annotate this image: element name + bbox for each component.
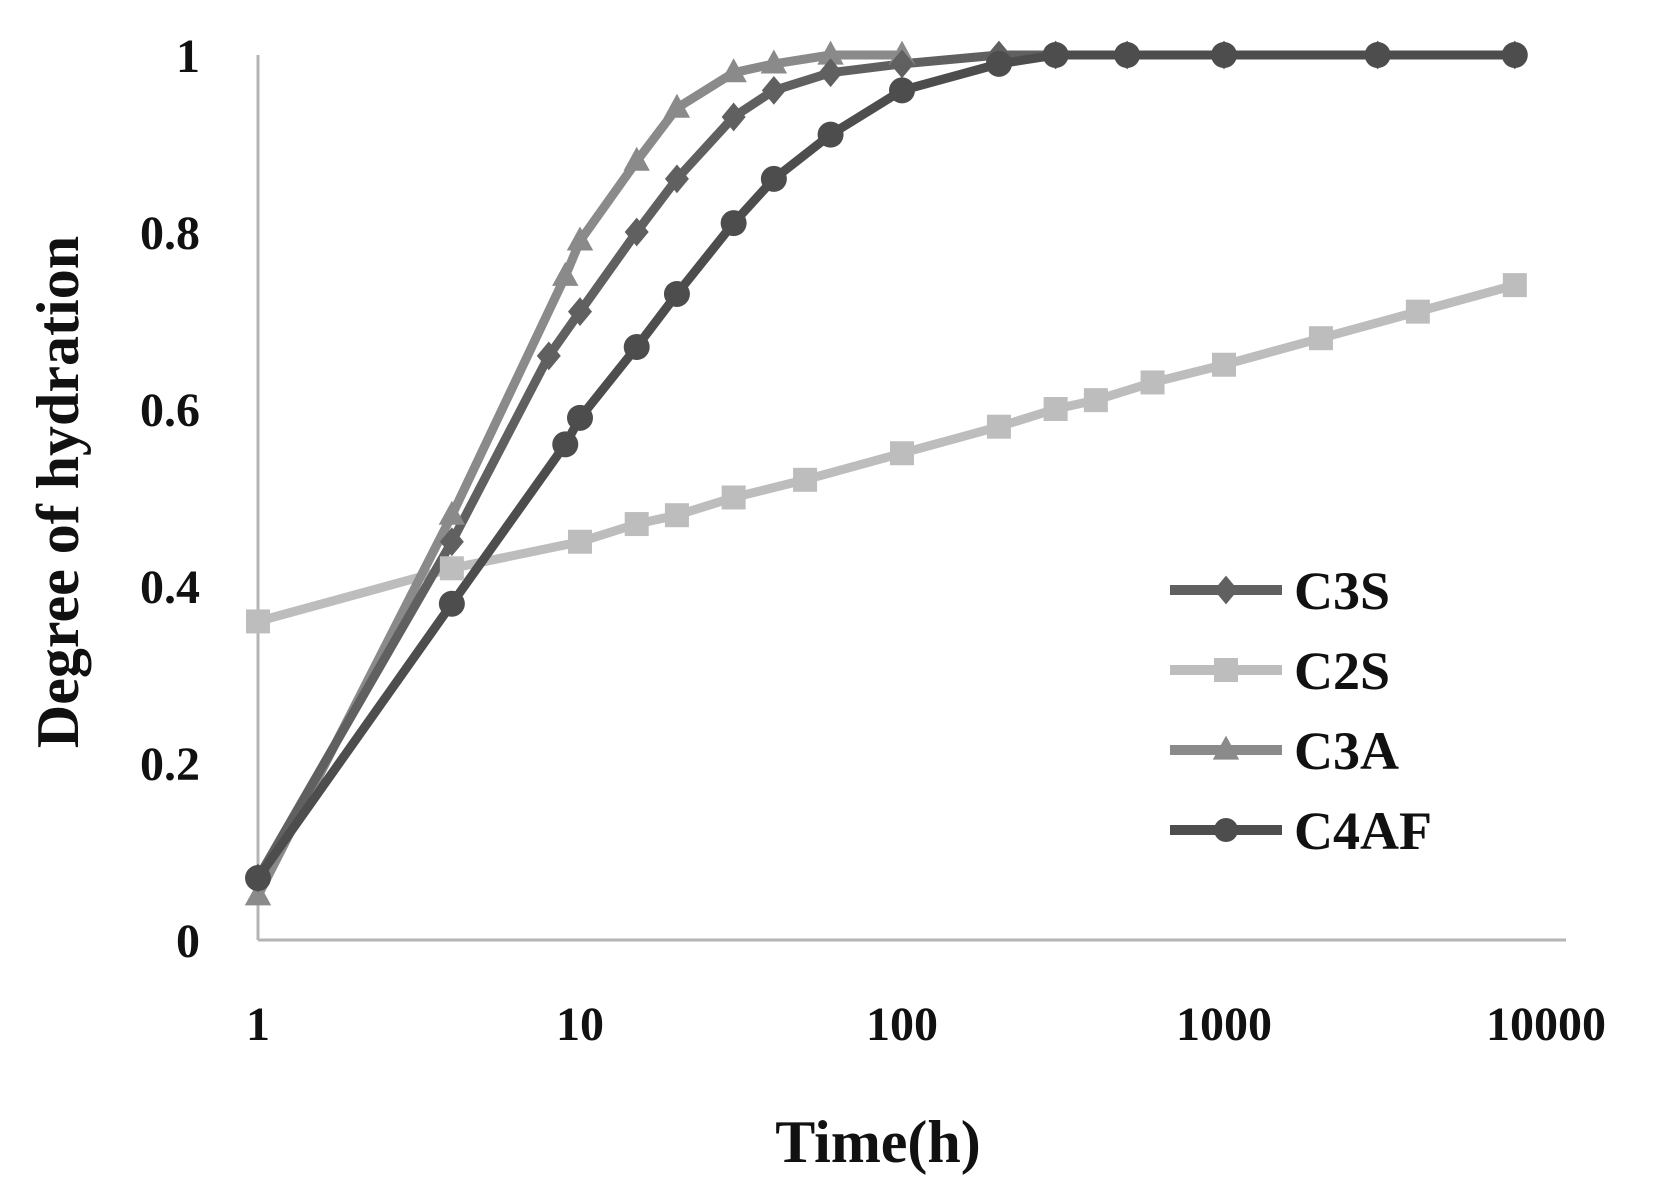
x-axis-title: Time(h) [775,1109,981,1175]
x-tick-label: 10000 [1486,998,1606,1051]
data-point-c4af [760,165,787,192]
series-line-c2s [253,280,1520,626]
data-point-c4af [985,50,1012,77]
data-point-c2s [1140,370,1165,395]
data-point-c2s [986,414,1011,439]
data-point-c3a [244,881,272,906]
y-axis-title: Degree of hydration [25,236,91,748]
data-point-c3a [438,500,466,525]
data-point-c4af [245,865,271,892]
x-tick-label: 1000 [1176,998,1272,1051]
data-point-c2s [664,503,689,528]
y-tick-label: 0.2 [140,738,200,791]
data-point-c4af [720,210,747,237]
legend: C3S C2S C3A C4AF [1170,561,1432,861]
series-line-c3a [253,50,907,901]
data-point-c3s [536,341,561,371]
data-point-c3a [760,49,788,74]
data-point-c4af [552,431,579,458]
data-point-c2s [1043,397,1068,421]
data-point-c3a [566,226,594,251]
y-tick-label: 1 [176,30,200,83]
data-point-c3s [664,164,689,194]
data-point-c4af [1114,42,1141,68]
axes [256,55,1566,942]
data-point-c2s [1308,326,1333,351]
x-tick-label: 1 [246,998,270,1051]
data-point-c2s [1212,352,1236,377]
data-point-c2s [721,485,746,510]
legend-label-c3s: C3S [1294,561,1390,621]
x-tick-label: 100 [866,998,938,1051]
data-point-c2s [246,609,270,634]
data-point-c2s [1083,388,1108,413]
series-lines [253,50,1520,901]
data-point-c2s [1502,273,1527,298]
data-point-c3a [623,146,650,171]
data-point-c4af [1211,42,1237,68]
x-tick-label: 10 [556,998,604,1051]
data-point-c3s [890,49,914,79]
y-tick-labels: 0 0.2 0.4 0.6 0.8 1 [140,30,200,968]
data-point-c2s [439,556,464,581]
data-point-c3a [720,58,747,83]
data-point-c3s [568,297,592,327]
y-tick-label: 0.4 [140,561,200,614]
data-point-c4af [438,590,465,617]
data-point-c3s [439,527,464,557]
data-point-c2s [624,512,649,537]
data-point-c4af [889,77,915,104]
series-line-c4af [253,50,1520,883]
legend-label-c3a: C3A [1294,721,1399,781]
data-point-c2s [1405,299,1430,324]
data-point-c2s [568,529,592,554]
data-point-c4af [663,280,690,307]
legend-label-c2s: C2S [1294,641,1390,701]
data-point-c3s [818,58,843,88]
data-point-c3a [663,93,691,118]
data-point-c3s [721,102,746,132]
series-markers [244,40,1528,906]
data-point-c4af [1364,42,1391,68]
data-point-c4af [817,121,844,148]
data-point-c2s [793,467,818,492]
legend-marker-c3a [1212,735,1240,760]
legend-marker-c4af [1214,818,1238,842]
x-tick-labels: 1 10 100 1000 10000 [246,998,1606,1051]
legend-marker-c3s [1214,575,1238,605]
data-point-c3a [552,261,579,286]
legend-label-c4af: C4AF [1294,801,1432,861]
data-point-c2s [890,441,914,466]
data-point-c4af [1501,42,1528,68]
y-tick-label: 0.8 [140,207,200,260]
data-point-c4af [623,334,650,361]
data-point-c3s [624,217,649,247]
data-point-c3s [761,76,786,105]
data-point-c3a [817,40,844,65]
y-tick-label: 0 [176,915,200,968]
y-tick-label: 0.6 [140,384,200,437]
data-point-c4af [567,404,593,431]
legend-marker-c2s [1214,658,1238,682]
data-point-c4af [1042,42,1069,68]
